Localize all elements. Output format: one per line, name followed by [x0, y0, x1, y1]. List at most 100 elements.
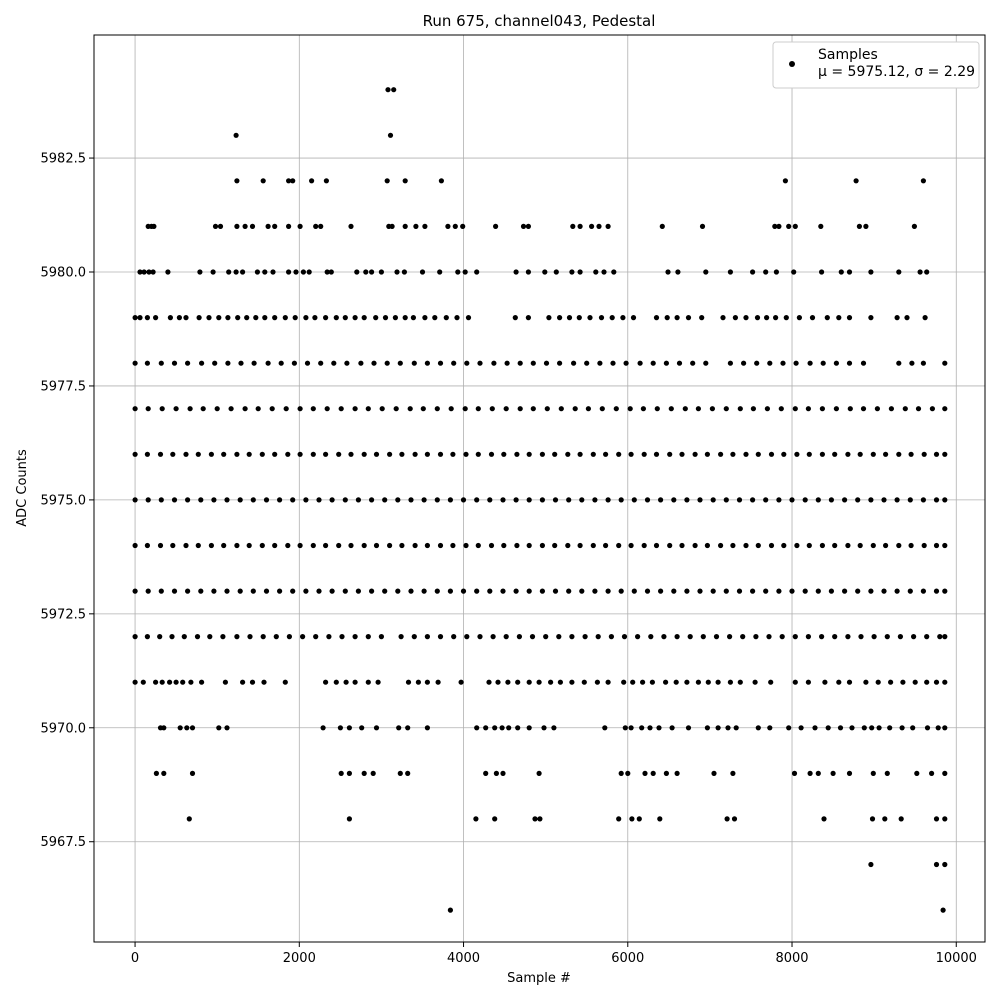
data-point	[755, 542, 761, 549]
data-point	[505, 679, 511, 685]
data-point	[477, 360, 483, 366]
data-point	[499, 725, 505, 731]
data-point	[663, 679, 669, 685]
data-point	[896, 451, 902, 457]
data-point	[783, 315, 789, 321]
data-point	[603, 542, 609, 549]
data-point	[185, 588, 191, 594]
data-point	[656, 725, 662, 731]
data-point	[170, 542, 176, 549]
data-point	[222, 679, 228, 685]
data-point	[214, 406, 220, 412]
data-point	[290, 178, 296, 184]
data-point	[387, 132, 394, 138]
data-point	[277, 588, 283, 594]
data-point	[723, 497, 729, 503]
data-point	[473, 816, 479, 822]
data-point	[188, 679, 194, 685]
data-point	[447, 497, 453, 503]
data-point	[454, 315, 460, 321]
data-point	[592, 588, 598, 594]
data-point	[743, 542, 749, 549]
data-point	[665, 269, 671, 275]
data-point	[715, 679, 721, 685]
data-point	[198, 497, 204, 503]
data-point	[493, 223, 499, 229]
data-point	[618, 497, 624, 503]
data-point	[539, 542, 546, 549]
data-point	[776, 497, 782, 503]
data-point	[286, 178, 292, 184]
data-point	[437, 542, 444, 549]
data-point	[940, 907, 946, 913]
legend-marker-icon	[789, 61, 795, 67]
data-point	[842, 497, 848, 503]
data-point	[942, 406, 948, 412]
data-point	[158, 360, 164, 366]
data-point	[405, 679, 412, 685]
data-point	[830, 770, 836, 777]
data-point	[539, 497, 546, 503]
data-point	[727, 360, 734, 366]
data-point	[846, 360, 853, 366]
data-point	[566, 588, 572, 594]
data-point	[828, 497, 835, 503]
data-point	[419, 269, 426, 275]
data-point	[343, 679, 349, 685]
data-point	[553, 269, 559, 275]
data-point	[833, 360, 840, 366]
data-point	[776, 588, 782, 594]
data-point	[432, 315, 438, 321]
data-point	[671, 497, 677, 503]
data-point	[869, 725, 875, 731]
data-point	[629, 816, 635, 822]
data-point	[352, 315, 358, 321]
data-point	[616, 816, 622, 822]
data-point	[320, 725, 326, 731]
data-point	[394, 269, 400, 275]
data-point	[207, 634, 213, 640]
data-point	[631, 497, 637, 503]
data-point	[942, 588, 948, 594]
data-point	[503, 406, 509, 412]
data-point	[894, 588, 900, 594]
data-point	[410, 315, 416, 321]
data-point	[336, 451, 342, 457]
data-point	[532, 816, 538, 822]
data-point	[159, 406, 165, 412]
data-point	[462, 406, 468, 412]
data-point	[594, 679, 601, 685]
data-point	[792, 634, 798, 640]
data-point	[488, 451, 495, 457]
data-point	[621, 679, 627, 685]
data-point	[391, 87, 397, 93]
data-point	[272, 451, 278, 457]
data-point	[720, 315, 726, 321]
data-point	[415, 679, 421, 685]
data-point	[710, 497, 716, 503]
data-point	[326, 634, 332, 640]
data-point	[794, 451, 800, 457]
grid-lines	[94, 35, 985, 942]
data-point	[246, 451, 252, 457]
data-point	[849, 725, 855, 731]
data-point	[907, 588, 913, 594]
data-point	[847, 406, 853, 412]
data-point	[727, 679, 734, 685]
data-point	[920, 588, 927, 594]
data-point	[858, 634, 864, 640]
data-point	[234, 634, 240, 640]
data-point	[789, 497, 795, 503]
data-point	[389, 223, 395, 229]
data-point	[786, 725, 792, 731]
data-point	[211, 497, 217, 503]
data-point	[434, 588, 440, 594]
data-points	[132, 87, 948, 913]
data-point	[845, 634, 851, 640]
data-point	[235, 315, 241, 321]
data-point	[653, 315, 660, 321]
data-point	[365, 679, 371, 685]
data-point	[935, 725, 941, 731]
data-point	[504, 360, 510, 366]
data-point	[487, 588, 493, 594]
